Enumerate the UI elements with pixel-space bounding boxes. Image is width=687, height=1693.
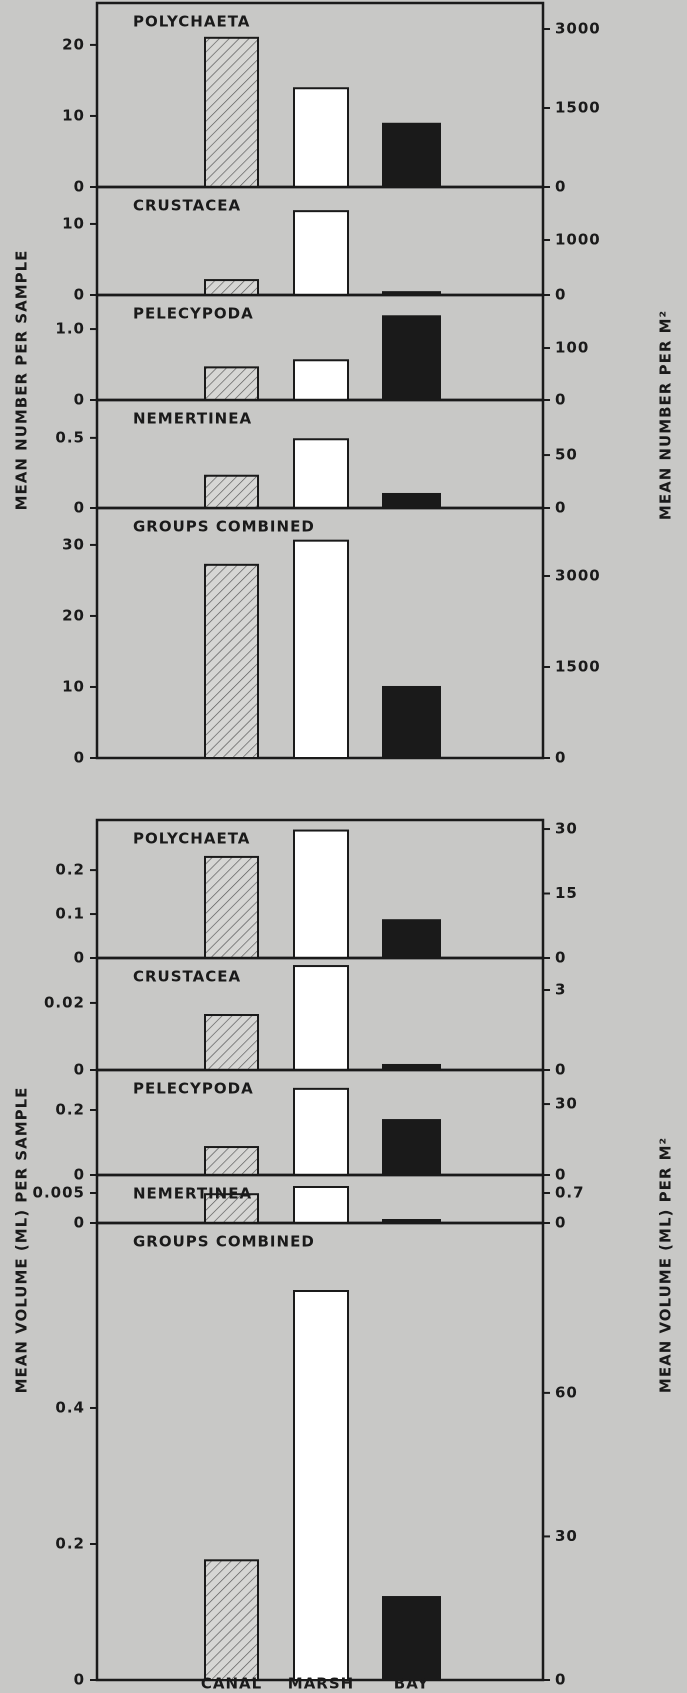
- bar: [382, 122, 441, 188]
- bar: [382, 1596, 441, 1681]
- bar: [204, 1146, 259, 1176]
- bar: [293, 1290, 349, 1682]
- y-tick-label: 0: [74, 1061, 85, 1079]
- bar: [204, 1559, 259, 1682]
- bar: [293, 829, 349, 960]
- y2-tick-label: 1500: [555, 658, 601, 676]
- y-tick-label: 20: [62, 606, 85, 624]
- x-tick-label: BAY: [394, 1675, 430, 1693]
- panel-title: POLYCHAETA: [133, 13, 250, 31]
- y-tick-label: 0: [74, 1166, 85, 1184]
- y2-tick-label: 3000: [555, 20, 601, 38]
- bar: [293, 539, 349, 760]
- bar: [204, 855, 259, 959]
- panel-title: CRUSTACEA: [133, 197, 241, 215]
- y-tick-label: 0.1: [55, 905, 85, 923]
- y2-tick-label: 0: [555, 391, 566, 409]
- axis-label: MEAN VOLUME (ML) PER M²: [657, 1137, 675, 1393]
- y2-tick-label: 0: [555, 1671, 566, 1689]
- y-tick-label: 30: [62, 535, 85, 553]
- bar: [293, 87, 349, 188]
- panel-title: PELECYPODA: [133, 1080, 254, 1098]
- y2-tick-label: 0: [555, 949, 566, 967]
- bar: [204, 1193, 259, 1224]
- y-tick-label: 10: [62, 677, 85, 695]
- y2-tick-label: 0: [555, 178, 566, 196]
- y-tick-label: 0.2: [55, 861, 85, 879]
- bar: [382, 919, 441, 959]
- y2-tick-label: 1500: [555, 99, 601, 117]
- bar: [204, 279, 259, 297]
- panel-title: POLYCHAETA: [133, 830, 250, 848]
- y-tick-label: 20: [62, 35, 85, 53]
- panel-title: CRUSTACEA: [133, 968, 241, 986]
- bar: [293, 1087, 349, 1176]
- axis-label: MEAN NUMBER PER SAMPLE: [13, 250, 31, 511]
- y-tick-label: 0: [74, 286, 85, 304]
- y-tick-label: 0.4: [55, 1398, 85, 1416]
- axis-label: MEAN VOLUME (ML) PER SAMPLE: [13, 1087, 31, 1394]
- y-tick-label: 0: [74, 1671, 85, 1689]
- y-tick-label: 10: [62, 214, 85, 232]
- y-tick-label: 0: [74, 499, 85, 517]
- y2-tick-label: 0.7: [555, 1184, 585, 1202]
- y2-tick-label: 30: [555, 1095, 578, 1113]
- bar: [293, 965, 349, 1072]
- y2-tick-label: 3000: [555, 567, 601, 585]
- y-tick-label: 0: [74, 749, 85, 767]
- y2-tick-label: 15: [555, 884, 578, 902]
- y2-tick-label: 100: [555, 339, 589, 357]
- bar: [204, 474, 259, 510]
- panel-title: NEMERTINEA: [133, 1185, 252, 1203]
- x-tick-label: MARSH: [288, 1675, 354, 1693]
- y-tick-label: 10: [62, 106, 85, 124]
- bar: [204, 366, 259, 402]
- y2-tick-label: 0: [555, 286, 566, 304]
- panel-title: PELECYPODA: [133, 305, 254, 323]
- y-tick-label: 0: [74, 178, 85, 196]
- y-tick-label: 0: [74, 1214, 85, 1232]
- bar: [204, 563, 259, 759]
- y2-tick-label: 0: [555, 1214, 566, 1232]
- y-tick-label: 0.2: [55, 1534, 85, 1552]
- bar: [293, 1186, 349, 1224]
- bar: [382, 685, 441, 760]
- y-tick-label: 0.5: [55, 428, 85, 446]
- bar: [382, 315, 441, 401]
- y2-tick-label: 0: [555, 499, 566, 517]
- y-tick-label: 0: [74, 391, 85, 409]
- y2-tick-label: 30: [555, 820, 578, 838]
- bar: [293, 210, 349, 296]
- bar: [204, 36, 259, 189]
- axis-label: MEAN NUMBER PER M²: [657, 310, 675, 520]
- bar: [382, 1119, 441, 1176]
- bar: [204, 1014, 259, 1071]
- panel-title: GROUPS COMBINED: [133, 1233, 315, 1251]
- y-tick-label: 0: [74, 949, 85, 967]
- panel-title: GROUPS COMBINED: [133, 518, 315, 536]
- y2-tick-label: 50: [555, 446, 578, 464]
- y-tick-label: 0.005: [33, 1184, 85, 1202]
- y2-tick-label: 60: [555, 1383, 578, 1401]
- y2-tick-label: 3: [555, 981, 566, 999]
- y2-tick-label: 1000: [555, 231, 601, 249]
- y-tick-label: 0.02: [44, 993, 85, 1011]
- y2-tick-label: 0: [555, 1061, 566, 1079]
- y2-tick-label: 0: [555, 1166, 566, 1184]
- y-tick-label: 0.2: [55, 1100, 85, 1118]
- x-tick-label: CANAL: [201, 1675, 262, 1693]
- bar: [382, 492, 441, 510]
- panel-title: NEMERTINEA: [133, 410, 252, 428]
- y2-tick-label: 30: [555, 1527, 578, 1545]
- bar: [293, 438, 349, 510]
- y2-tick-label: 0: [555, 749, 566, 767]
- bar: [293, 359, 349, 401]
- y-tick-label: 1.0: [55, 320, 85, 338]
